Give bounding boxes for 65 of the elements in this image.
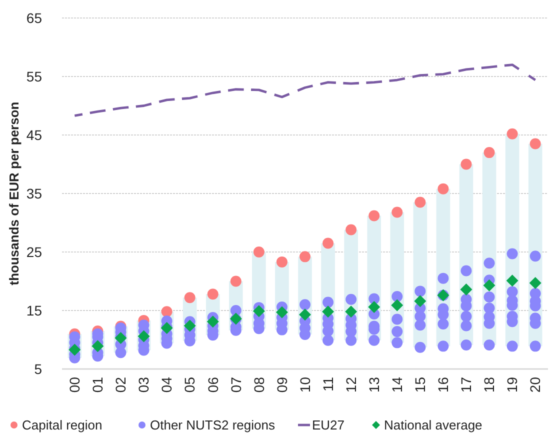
point [230, 276, 242, 287]
x-tick-label: 08 [250, 376, 267, 393]
point [322, 238, 334, 249]
point [346, 224, 357, 236]
legend-label: Other NUTS2 regions [150, 418, 276, 433]
legend-label: EU27 [312, 418, 345, 433]
x-tick-label: 03 [136, 376, 152, 393]
point [299, 308, 311, 321]
point [438, 183, 449, 194]
x-tick-label: 12 [342, 376, 359, 393]
y-axis-title: thousands of EUR per person [6, 102, 22, 286]
x-tick-label: 19 [504, 376, 520, 393]
x-tick-label: 16 [435, 376, 452, 393]
point [530, 138, 541, 150]
x-tick-label: 00 [66, 376, 83, 393]
y-tick-label: 25 [26, 244, 42, 260]
x-tick-label: 20 [527, 376, 544, 393]
point [252, 305, 265, 318]
legend-label: Capital region [22, 418, 102, 433]
x-tick-label: 02 [112, 376, 129, 393]
x-tick-label: 17 [458, 376, 474, 393]
x-tick-label: 15 [412, 376, 428, 393]
point [414, 295, 426, 308]
x-tick-label: 09 [274, 376, 290, 393]
y-tick-label: 55 [26, 68, 42, 84]
x-tick-label: 18 [481, 376, 498, 393]
point [368, 210, 380, 222]
x-tick-label: 06 [204, 376, 221, 393]
point [345, 306, 358, 318]
x-tick-label: 11 [320, 376, 336, 392]
x-tick-label: 01 [90, 376, 106, 393]
point [206, 316, 219, 328]
point [276, 256, 288, 268]
point [253, 246, 264, 258]
x-tick-label: 07 [228, 376, 244, 393]
y-tick-label: 45 [26, 126, 42, 143]
point [483, 279, 496, 292]
y-tick-label: 5 [34, 360, 42, 377]
point [368, 300, 380, 313]
point [392, 206, 403, 218]
x-tick-label: 05 [182, 376, 198, 393]
point [506, 128, 518, 140]
x-tick-label: 14 [389, 376, 406, 393]
point [460, 158, 472, 170]
point [184, 320, 196, 332]
point [506, 274, 518, 287]
point [529, 277, 542, 290]
point [207, 288, 218, 300]
point [391, 299, 404, 312]
x-tick-label: 10 [296, 376, 313, 393]
y-tick-label: 65 [26, 10, 42, 26]
y-tick-label: 35 [26, 185, 42, 202]
point [276, 306, 288, 318]
y-tick-label: 15 [26, 302, 42, 318]
x-tick-label: 13 [366, 376, 382, 393]
line-series [73, 64, 537, 117]
point [184, 292, 196, 304]
point [322, 306, 334, 318]
legend-label: National average [384, 418, 482, 433]
point [414, 196, 426, 208]
point [300, 251, 310, 262]
point [161, 306, 172, 318]
x-tick-label: 04 [158, 376, 175, 393]
point [484, 147, 495, 158]
point [460, 283, 472, 296]
